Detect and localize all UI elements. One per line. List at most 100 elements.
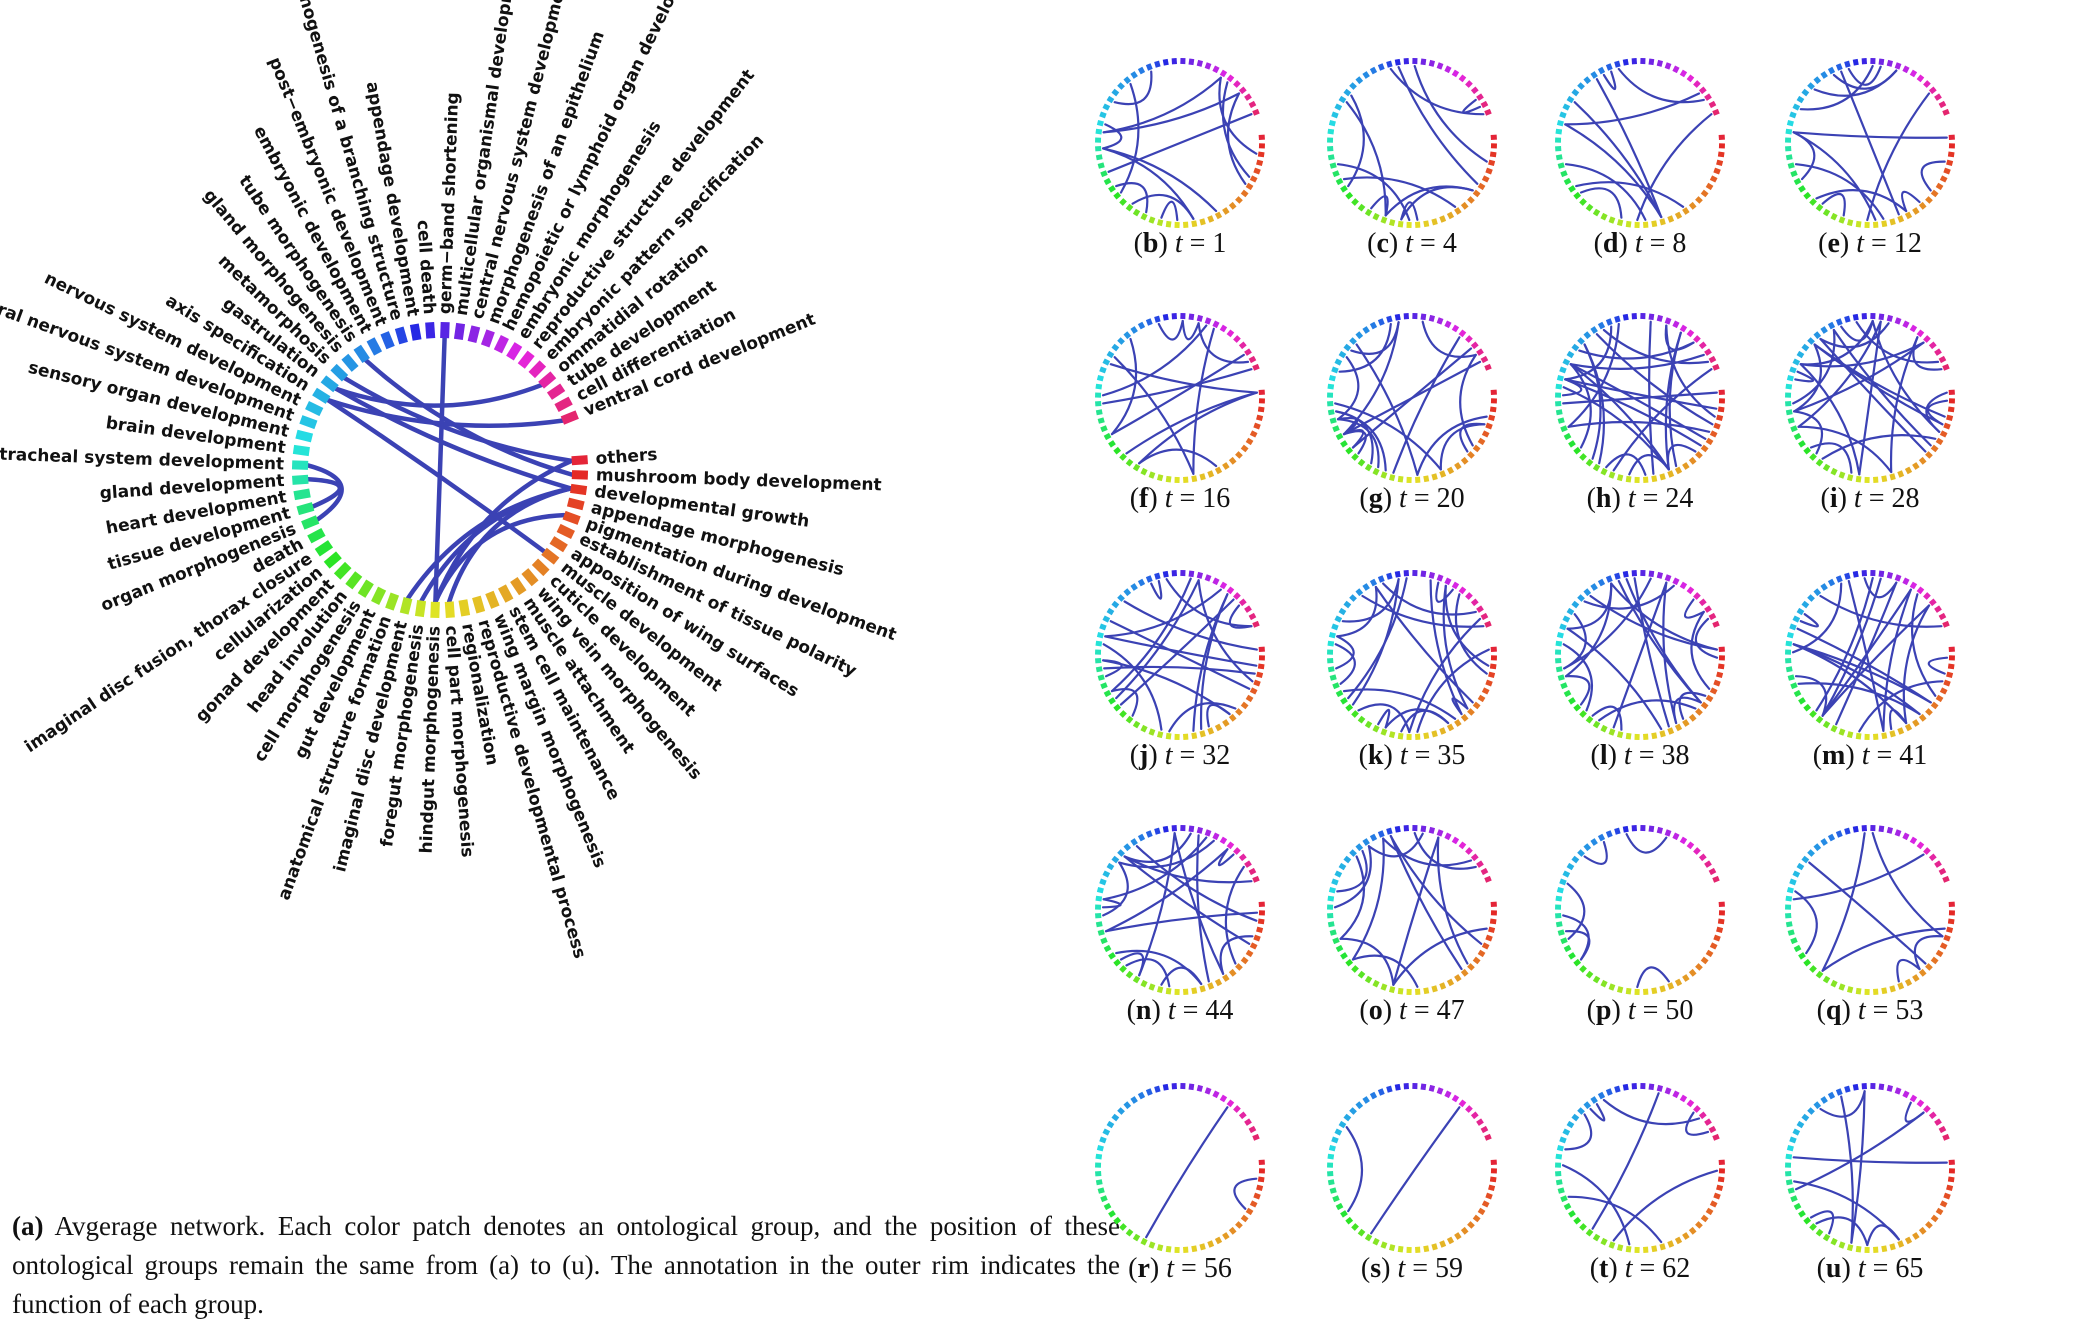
group-patch [1559,623,1567,631]
network-edge [1226,92,1247,185]
group-patch [1693,1105,1701,1113]
group-patch [1245,949,1254,958]
group-patch [1716,671,1724,679]
group-patch [320,375,339,393]
group-patch [1329,929,1337,936]
group-patch [1334,103,1343,111]
network-edge [1819,337,1927,453]
group-patch [1934,860,1942,868]
panel-n-network [1095,825,1265,995]
network-edge [1610,582,1718,651]
group-patch [1233,592,1241,600]
network-edge [1157,319,1184,341]
group-patch [1369,578,1378,587]
network-edge [1102,368,1253,405]
group-patch [1240,444,1249,453]
group-patch [323,551,342,569]
group-patch [1667,1240,1675,1248]
group-patch [1451,836,1460,845]
group-patch [1212,832,1220,841]
network-edge [1564,675,1591,706]
group-patch [1698,86,1707,95]
group-patch [1838,728,1846,736]
group-patch [1878,58,1885,66]
group-patch [1939,430,1948,438]
group-patch [1380,728,1388,736]
group-patch [1454,974,1462,982]
group-patch [1688,456,1697,465]
group-patch [1916,1099,1925,1108]
group-patch [1827,1091,1836,1100]
group-patch [1563,689,1572,698]
group-patch [1214,1236,1223,1245]
network-edge [1799,341,1925,368]
network-edge [1694,617,1719,659]
group-patch [1597,833,1606,842]
group-patch [1846,1244,1854,1252]
network-edge [1196,834,1210,983]
group-patch [1388,474,1396,482]
group-patch [1902,1090,1910,1099]
group-patch [1656,59,1664,67]
network-edge [1612,368,1713,472]
group-patch [1672,1090,1680,1099]
group-patch [1789,111,1797,119]
group-patch [1716,926,1724,934]
group-patch [1244,605,1252,613]
network-edge [1896,958,1921,983]
group-patch [1563,944,1572,953]
group-patch [299,415,318,430]
group-patch [1608,728,1616,736]
group-patch [1704,348,1712,356]
network-edge [1912,336,1943,371]
group-patch [1388,219,1396,227]
group-patch [409,323,422,341]
group-patch [1844,572,1851,580]
panel-time: = 16 [1172,483,1231,514]
group-patch [1672,320,1680,329]
group-patch [1334,870,1343,878]
panel-id: u [1825,1253,1842,1284]
group-patch [1329,162,1337,169]
group-patch [1835,575,1843,583]
group-patch [1388,986,1396,994]
group-patch [1573,446,1582,455]
panel-u-network [1785,1083,1955,1253]
group-patch [1844,60,1851,68]
group-patch [1207,727,1215,735]
network-edge [1809,1210,1835,1235]
group-patch [1792,870,1801,878]
group-patch [1568,952,1576,960]
group-patch [1188,313,1195,321]
group-patch [1659,473,1666,481]
group-patch [1597,321,1606,330]
group-patch [1123,331,1132,340]
group-patch [1125,458,1134,467]
panel-time: = 35 [1407,740,1466,771]
network-edge [1125,391,1258,455]
group-patch [1716,159,1724,167]
group-patch [1388,731,1396,739]
panel-id: j [1139,740,1149,771]
group-patch [1343,343,1352,352]
group-patch [1117,1107,1125,1115]
group-patch [1156,731,1164,739]
group-patch [1394,58,1401,66]
network-edge [1819,594,1943,628]
group-patch [1790,1195,1798,1203]
group-patch [1484,363,1492,371]
group-patch [538,371,557,389]
panel-id: r [1137,1253,1150,1284]
panel-t-label: (t) t = 62 [1589,1253,1691,1284]
group-patch [1916,841,1925,850]
group-patch [1219,836,1228,845]
group-patch [1897,215,1905,223]
group-patch [1807,1107,1815,1115]
group-patch [1789,366,1797,374]
panel-id: q [1825,995,1842,1026]
group-patch [1918,968,1927,977]
group-patch [1614,827,1621,835]
group-patch [1444,577,1452,586]
group-patch [1372,979,1380,988]
group-patch [1686,74,1695,83]
